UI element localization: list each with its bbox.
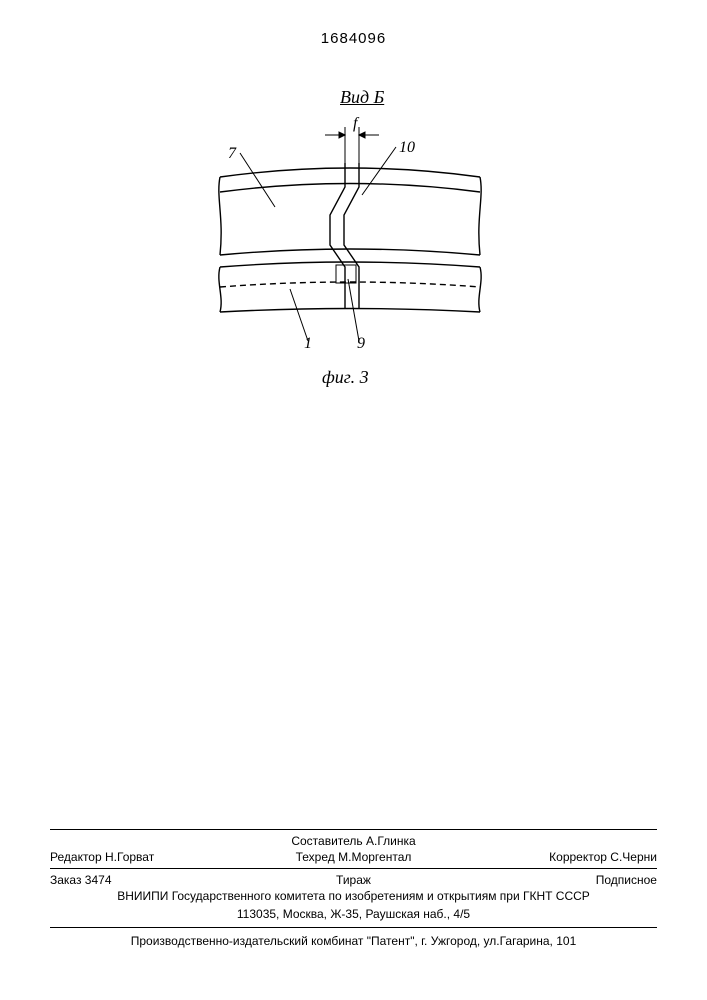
corrector-name: С.Черни	[610, 850, 657, 864]
figure-caption: фиг. 3	[322, 367, 369, 388]
view-label: Вид Б	[340, 87, 384, 108]
editor-label: Редактор	[50, 850, 102, 864]
org-line1: ВНИИПИ Государственного комитета по изоб…	[50, 887, 657, 905]
footer-block: Составитель А.Глинка Редактор Н.Горват Т…	[50, 825, 657, 950]
techred-label: Техред	[296, 850, 335, 864]
techred-name: М.Моргентал	[338, 850, 411, 864]
order-row: Заказ 3474 Тираж Подписное	[50, 873, 657, 887]
figure-area: Вид Б f 7 10 1 9	[50, 87, 657, 487]
editor-name: Н.Горват	[105, 850, 154, 864]
corrector-label: Корректор	[549, 850, 607, 864]
figure-svg	[180, 117, 520, 387]
order-number: Заказ 3474	[50, 873, 252, 887]
org-line2: 113035, Москва, Ж-35, Раушская наб., 4/5	[50, 905, 657, 923]
credits-row: Редактор Н.Горват Техред М.Моргентал Кор…	[50, 850, 657, 864]
subscription: Подписное	[455, 873, 657, 887]
patent-number: 1684096	[50, 30, 657, 47]
printer-line: Производственно-издательский комбинат "П…	[50, 932, 657, 950]
compiler-line: Составитель А.Глинка	[50, 834, 657, 850]
print-run: Тираж	[252, 873, 454, 887]
patent-page: 1684096 Вид Б f 7 10 1 9	[0, 0, 707, 1000]
